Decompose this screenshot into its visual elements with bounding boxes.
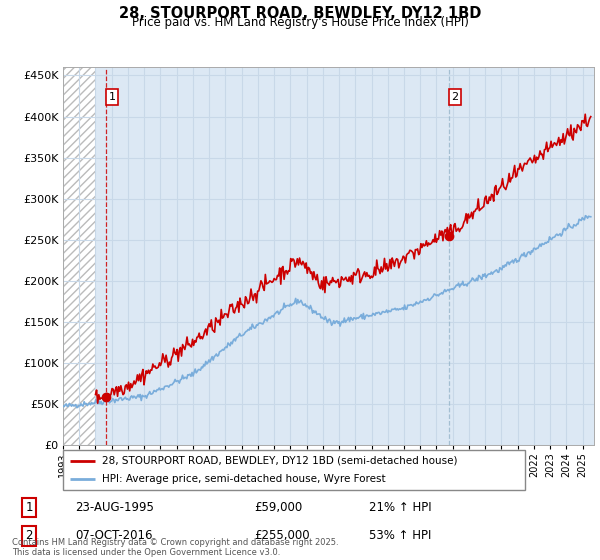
Text: 2: 2 bbox=[451, 92, 458, 102]
Text: £255,000: £255,000 bbox=[254, 529, 310, 543]
Text: 28, STOURPORT ROAD, BEWDLEY, DY12 1BD: 28, STOURPORT ROAD, BEWDLEY, DY12 1BD bbox=[119, 6, 481, 21]
Text: 1: 1 bbox=[26, 501, 33, 514]
Text: 28, STOURPORT ROAD, BEWDLEY, DY12 1BD (semi-detached house): 28, STOURPORT ROAD, BEWDLEY, DY12 1BD (s… bbox=[102, 456, 458, 465]
Text: HPI: Average price, semi-detached house, Wyre Forest: HPI: Average price, semi-detached house,… bbox=[102, 474, 386, 484]
Text: Contains HM Land Registry data © Crown copyright and database right 2025.
This d: Contains HM Land Registry data © Crown c… bbox=[12, 538, 338, 557]
Text: 2: 2 bbox=[26, 529, 33, 543]
Text: 21% ↑ HPI: 21% ↑ HPI bbox=[369, 501, 432, 514]
Bar bbox=[63, 67, 95, 445]
Text: 1: 1 bbox=[109, 92, 115, 102]
FancyBboxPatch shape bbox=[63, 450, 525, 490]
Text: Price paid vs. HM Land Registry's House Price Index (HPI): Price paid vs. HM Land Registry's House … bbox=[131, 16, 469, 29]
Text: £59,000: £59,000 bbox=[254, 501, 302, 514]
Text: 23-AUG-1995: 23-AUG-1995 bbox=[76, 501, 154, 514]
Text: 07-OCT-2016: 07-OCT-2016 bbox=[76, 529, 153, 543]
Text: 53% ↑ HPI: 53% ↑ HPI bbox=[369, 529, 431, 543]
